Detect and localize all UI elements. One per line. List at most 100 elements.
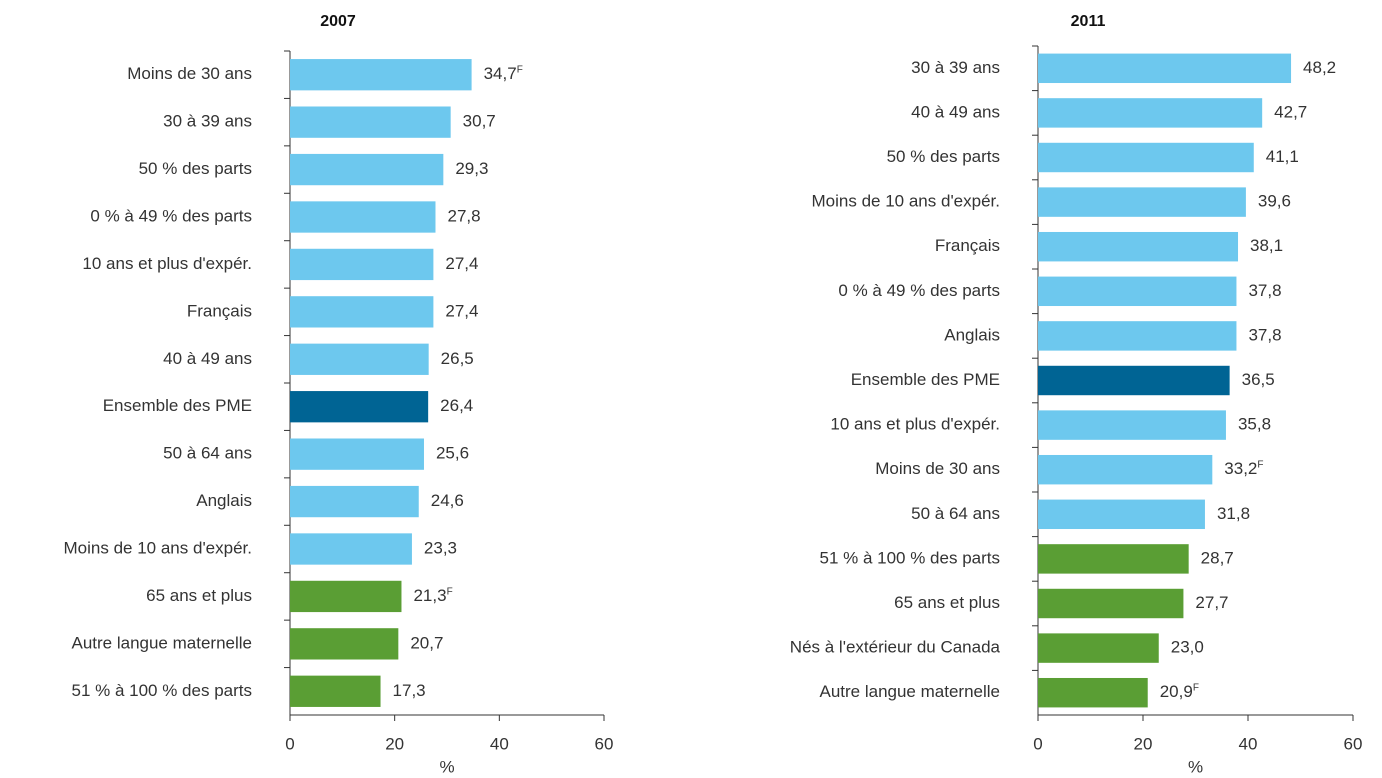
bar	[1038, 410, 1226, 440]
value-label: 23,3	[424, 538, 457, 557]
category-label: Anglais	[944, 325, 1000, 344]
category-label: 65 ans et plus	[146, 586, 252, 605]
value-label: 42,7	[1274, 102, 1307, 121]
value-label: 38,1	[1250, 236, 1283, 255]
category-label: 50 à 64 ans	[911, 504, 1000, 523]
value-label: 26,5	[441, 349, 474, 368]
value-label: 27,7	[1195, 593, 1228, 612]
category-label: Ensemble des PME	[851, 370, 1000, 389]
x-tick-label: 40	[490, 734, 509, 753]
x-axis-label: %	[439, 757, 454, 776]
value-label: 20,7	[410, 633, 443, 652]
category-label: 50 à 64 ans	[163, 444, 252, 463]
category-label: Autre langue maternelle	[819, 682, 1000, 701]
x-axis-label: %	[1188, 757, 1203, 776]
bar	[1038, 187, 1246, 217]
value-label: 24,6	[431, 491, 464, 510]
value-label: 30,7	[463, 112, 496, 131]
bar	[1038, 499, 1205, 530]
category-label: Autre langue maternelle	[71, 633, 252, 652]
category-label: Ensemble des PME	[103, 396, 252, 415]
bar	[1038, 231, 1239, 262]
bar	[290, 485, 419, 518]
bar	[1038, 276, 1237, 307]
chart: 2011 0 20 40 60% 30 à 39 ans 48,2 40 à 49 ans 42…	[790, 13, 1363, 776]
value-label: 37,8	[1248, 281, 1281, 300]
bar	[290, 438, 424, 470]
value-label: 33,2F	[1224, 459, 1263, 478]
bar	[1038, 454, 1213, 485]
value-label: 23,0	[1171, 638, 1204, 657]
category-label: Moins de 30 ans	[127, 64, 252, 83]
value-label: 27,4	[445, 254, 478, 273]
bar	[290, 580, 402, 613]
category-label: 50 % des parts	[887, 147, 1000, 166]
category-label: 65 ans et plus	[894, 593, 1000, 612]
value-label: 17,3	[393, 681, 426, 700]
category-label: Français	[187, 301, 252, 320]
category-label: Nés à l'extérieur du Canada	[790, 638, 1001, 657]
value-label: 21,3F	[413, 586, 452, 605]
bar	[290, 343, 429, 375]
bar	[1038, 98, 1263, 128]
bar	[290, 201, 436, 233]
bar	[290, 391, 429, 423]
value-flag: F	[447, 586, 453, 597]
bar	[290, 296, 434, 328]
value-label: 41,1	[1266, 147, 1299, 166]
value-label: 25,6	[436, 444, 469, 463]
category-label: 0 % à 49 % des parts	[90, 206, 252, 225]
category-label: Moins de 30 ans	[875, 459, 1000, 478]
bar	[290, 106, 451, 138]
x-tick-label: 20	[385, 734, 404, 753]
x-tick-label: 60	[1344, 734, 1363, 753]
bar	[1038, 365, 1230, 396]
bar	[1038, 53, 1292, 84]
category-label: 50 % des parts	[139, 159, 252, 178]
value-flag: F	[1257, 459, 1263, 470]
value-label: 29,3	[455, 159, 488, 178]
bar	[290, 248, 434, 281]
value-label: 28,7	[1201, 548, 1234, 567]
value-label: 36,5	[1242, 370, 1275, 389]
category-label: 40 à 49 ans	[911, 102, 1000, 121]
value-label: 27,4	[445, 301, 478, 320]
category-label: 51 % à 100 % des parts	[71, 681, 252, 700]
bar	[290, 533, 412, 565]
bar	[1038, 544, 1189, 574]
x-tick-label: 0	[1033, 734, 1042, 753]
value-label: 27,8	[447, 206, 480, 225]
category-label: 0 % à 49 % des parts	[838, 281, 1000, 300]
value-label: 35,8	[1238, 415, 1271, 434]
value-label: 34,7F	[484, 64, 523, 83]
chart-title: 2011	[1071, 13, 1106, 30]
x-tick-label: 40	[1239, 734, 1258, 753]
category-label: Anglais	[196, 491, 252, 510]
bar	[1038, 588, 1184, 619]
value-label: 48,2	[1303, 58, 1336, 77]
x-tick-label: 20	[1134, 734, 1153, 753]
x-tick-label: 0	[285, 734, 294, 753]
category-label: 51 % à 100 % des parts	[819, 548, 1000, 567]
x-tick-label: 60	[595, 734, 614, 753]
category-label: 10 ans et plus d'expér.	[830, 415, 1000, 434]
bar	[290, 628, 399, 660]
bar	[290, 153, 444, 186]
value-label: 39,6	[1258, 192, 1291, 211]
category-label: 30 à 39 ans	[163, 112, 252, 131]
category-label: 30 à 39 ans	[911, 58, 1000, 77]
chart-title: 2007	[320, 13, 356, 30]
bar	[1038, 142, 1254, 173]
category-label: Moins de 10 ans d'expér.	[812, 192, 1000, 211]
value-label: 20,9F	[1160, 682, 1199, 701]
bar	[1038, 677, 1148, 708]
value-flag: F	[1193, 682, 1199, 693]
category-label: 10 ans et plus d'expér.	[82, 254, 252, 273]
category-label: 40 à 49 ans	[163, 349, 252, 368]
value-flag: F	[517, 64, 523, 75]
bar	[290, 675, 381, 707]
value-label: 37,8	[1248, 325, 1281, 344]
bar	[1038, 321, 1237, 351]
bar	[290, 59, 472, 91]
